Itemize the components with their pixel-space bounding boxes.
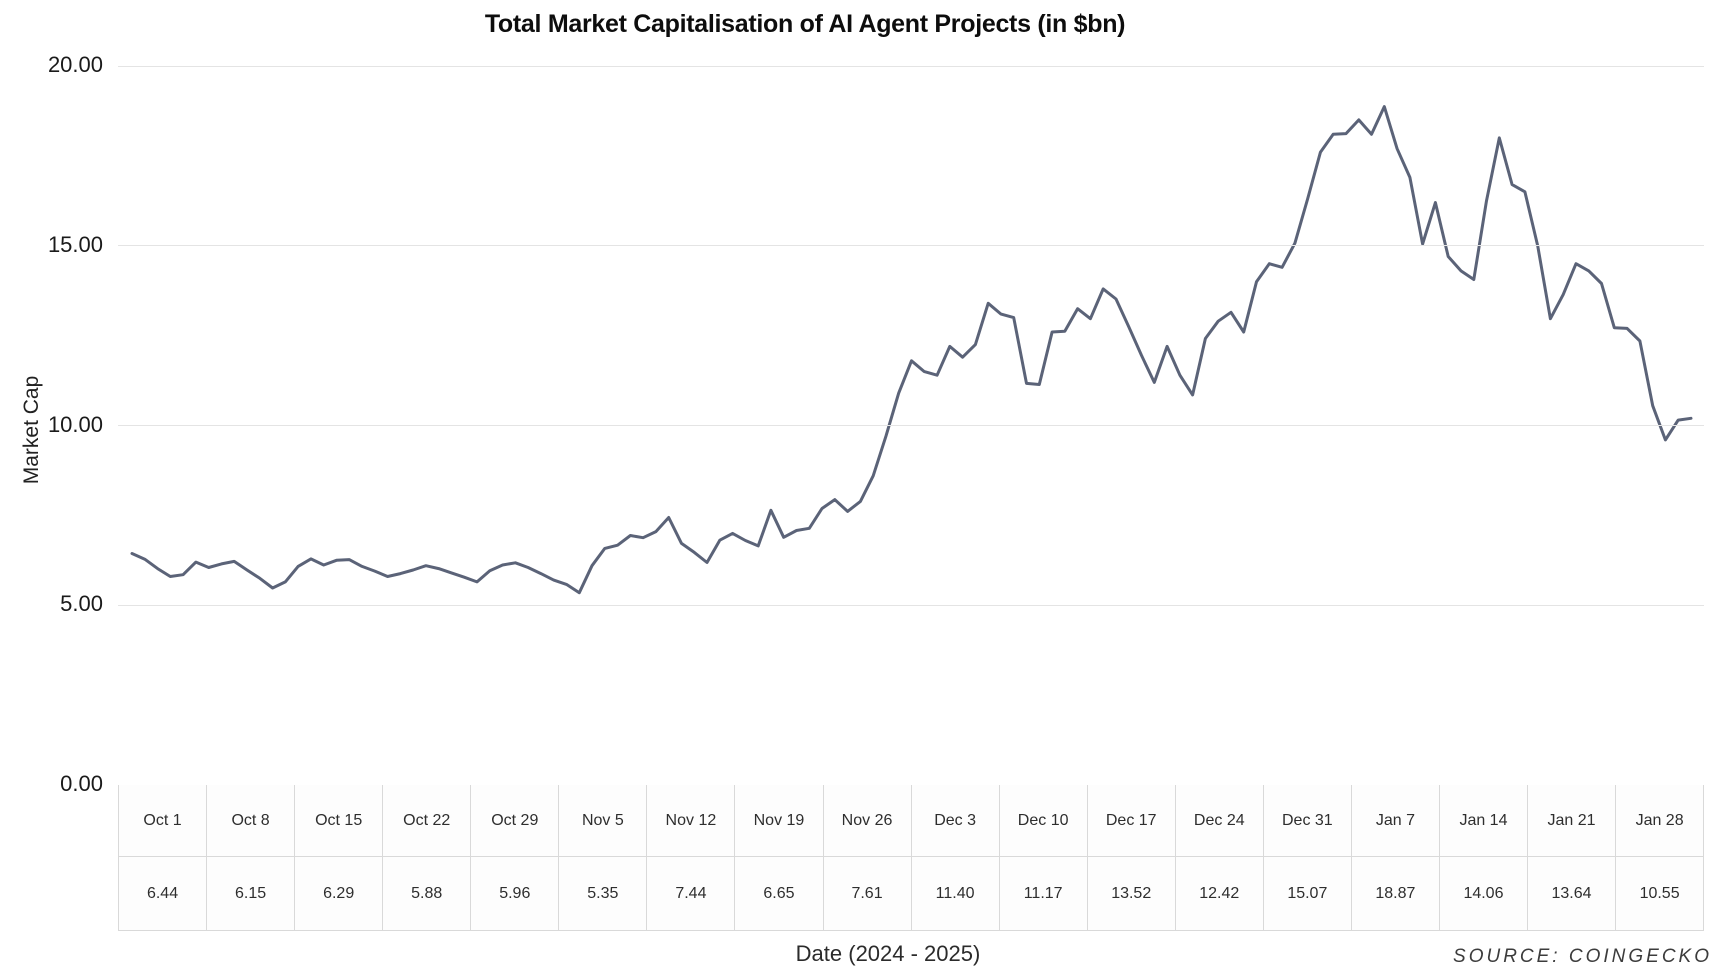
table-value-cell: 5.35 bbox=[587, 884, 619, 902]
table-date-cell: Nov 12 bbox=[647, 785, 735, 857]
table-column: Oct 22 5.88 bbox=[383, 785, 472, 930]
y-tick-label: 0.00 bbox=[60, 771, 103, 796]
y-tick-label: 15.00 bbox=[47, 231, 103, 257]
table-value-cell: 6.65 bbox=[763, 884, 795, 902]
y-tick-label: 20.00 bbox=[47, 52, 103, 77]
y-tick-label: 10.00 bbox=[47, 411, 103, 437]
table-date-cell: Dec 17 bbox=[1087, 785, 1175, 857]
y-tick-label: 5.00 bbox=[60, 591, 103, 617]
table-date-cell: Dec 10 bbox=[999, 785, 1087, 857]
table-column: Oct 15 6.29 bbox=[295, 785, 384, 930]
gridline bbox=[118, 425, 1704, 426]
x-axis-title: Date (2024 - 2025) bbox=[795, 941, 981, 966]
table-column: Jan 7 18.87 bbox=[1351, 785, 1440, 930]
table-value-cell: 14.06 bbox=[1463, 884, 1504, 902]
table-value-cell: 5.88 bbox=[411, 884, 443, 902]
table-date-cell: Jan 28 bbox=[1616, 785, 1704, 857]
table-date-cell: Dec 24 bbox=[1175, 785, 1263, 857]
table-column: Oct 29 5.96 bbox=[471, 785, 560, 930]
table-date-cell: Nov 5 bbox=[559, 785, 647, 857]
table-column: Nov 5 5.35 bbox=[559, 785, 648, 930]
table-date-cell: Oct 22 bbox=[383, 785, 471, 857]
table-value-cell: 12.42 bbox=[1199, 884, 1240, 902]
table-date-cell: Jan 21 bbox=[1528, 785, 1616, 857]
data-table: Oct 1 6.44 Oct 8 6.15 Oct 15 6.29 Oct 22 5.88 Oc… bbox=[118, 785, 1704, 931]
table-column: Nov 12 7.44 bbox=[647, 785, 736, 930]
table-date-cell: Nov 19 bbox=[735, 785, 823, 857]
table-column: Jan 14 14.06 bbox=[1439, 785, 1528, 930]
table-value-cell: 6.15 bbox=[235, 884, 267, 902]
table-column: Oct 8 6.15 bbox=[207, 785, 296, 930]
table-column: Jan 28 10.55 bbox=[1616, 785, 1704, 930]
gridline bbox=[118, 604, 1704, 606]
table-column: Dec 24 12.42 bbox=[1175, 785, 1264, 930]
table-value-cell: 6.44 bbox=[146, 884, 179, 902]
table-column: Dec 17 13.52 bbox=[1087, 785, 1176, 930]
chart-title: Total Market Capitalisation of AI Agent … bbox=[484, 10, 1126, 38]
source-attribution: SOURCE: COINGECKO bbox=[1453, 946, 1712, 967]
table-column: Oct 1 6.44 bbox=[119, 785, 208, 930]
table-value-cell: 15.07 bbox=[1287, 884, 1328, 902]
table-date-cell: Oct 8 bbox=[207, 785, 295, 857]
table-value-cell: 7.44 bbox=[675, 884, 707, 902]
table-value-cell: 11.17 bbox=[1023, 884, 1063, 902]
table-date-cell: Nov 26 bbox=[823, 785, 911, 857]
table-column: Dec 3 11.40 bbox=[911, 785, 1000, 930]
market-cap-line bbox=[130, 105, 1693, 595]
table-date-cell: Oct 15 bbox=[295, 785, 383, 857]
table-date-cell: Jan 7 bbox=[1351, 785, 1439, 857]
table-date-cell: Jan 14 bbox=[1439, 785, 1527, 857]
table-column: Jan 21 13.64 bbox=[1528, 785, 1617, 930]
table-date-cell: Dec 3 bbox=[911, 785, 999, 857]
table-value-cell: 10.55 bbox=[1639, 884, 1680, 902]
table-column: Nov 26 7.61 bbox=[823, 785, 912, 930]
table-column: Dec 10 11.17 bbox=[999, 785, 1088, 930]
table-value-cell: 18.87 bbox=[1375, 884, 1416, 902]
table-date-cell: Oct 29 bbox=[471, 785, 559, 857]
gridline bbox=[118, 65, 1704, 67]
table-column: Nov 19 6.65 bbox=[735, 785, 824, 930]
line-chart-canvas bbox=[130, 105, 1693, 595]
table-value-cell: 13.64 bbox=[1551, 884, 1592, 902]
table-value-cell: 11.40 bbox=[935, 884, 975, 902]
gridline bbox=[118, 245, 1704, 247]
table-value-cell: 5.96 bbox=[499, 884, 531, 902]
table-date-cell: Dec 31 bbox=[1263, 785, 1351, 857]
table-value-cell: 6.29 bbox=[323, 884, 355, 902]
table-date-cell: Oct 1 bbox=[119, 785, 207, 857]
table-value-cell: 7.61 bbox=[851, 884, 883, 902]
plot-area bbox=[118, 65, 1704, 786]
table-value-cell: 13.52 bbox=[1111, 884, 1152, 902]
table-column: Dec 31 15.07 bbox=[1263, 785, 1352, 930]
